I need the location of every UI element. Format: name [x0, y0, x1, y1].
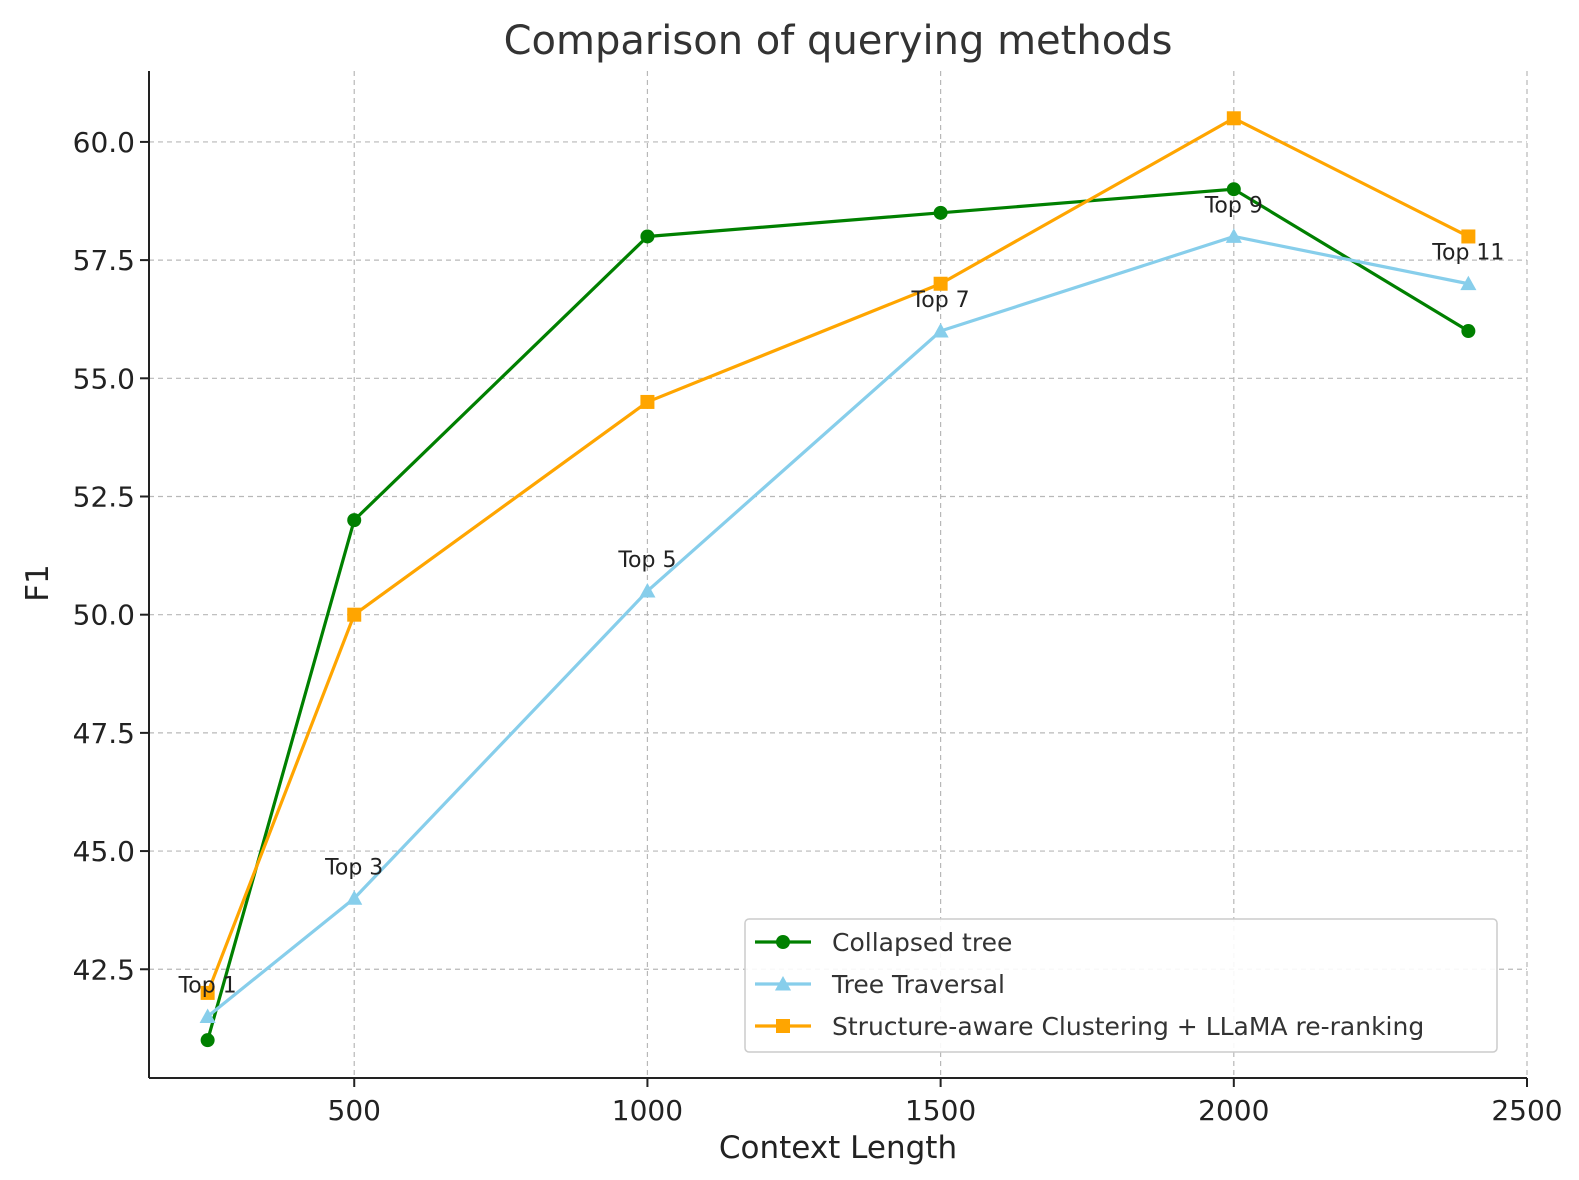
- y-tick-label: 60.0: [73, 126, 135, 159]
- y-tick-label: 42.5: [73, 953, 135, 986]
- x-axis-label: Context Length: [719, 1130, 957, 1166]
- data-point-series-1: [640, 229, 655, 244]
- data-point-series-2: [346, 890, 363, 905]
- x-tick-label: 1500: [905, 1094, 976, 1127]
- y-tick-label: 57.5: [73, 244, 135, 277]
- data-point-series-2: [1460, 275, 1477, 291]
- data-point-series-3: [347, 607, 362, 622]
- legend-marker-3: [776, 1019, 790, 1033]
- y-tick-label: 52.5: [73, 480, 135, 513]
- point-annotation: Top 9: [1204, 193, 1263, 218]
- x-tick-label: 1000: [612, 1094, 683, 1127]
- data-point-series-1: [200, 1033, 215, 1048]
- y-tick-label: 50.0: [73, 599, 135, 632]
- data-point-series-3: [933, 276, 948, 291]
- data-point-series-2: [639, 582, 656, 598]
- marker-layer: [199, 111, 1477, 1048]
- legend: Collapsed tree Tree Traversal Structure-aw…: [744, 918, 1498, 1053]
- annotation-layer: Top 1 Top 3 Top 5 Top 7 Top 9 Top 11: [178, 193, 1505, 998]
- y-tick-label: 55.0: [73, 362, 135, 395]
- point-annotation: Top 3: [324, 855, 383, 880]
- x-tick-label: 2500: [1491, 1094, 1562, 1127]
- point-annotation: Top 11: [1431, 241, 1504, 266]
- data-point-series-2: [932, 322, 949, 338]
- data-point-series-3: [1461, 229, 1476, 244]
- y-tick-label: 45.0: [73, 835, 135, 868]
- data-point-series-3: [1226, 111, 1241, 126]
- y-tick-label: 47.5: [73, 717, 135, 750]
- x-tick-label: 500: [328, 1094, 381, 1127]
- data-point-series-3: [640, 394, 655, 409]
- point-annotation: Top 5: [617, 548, 676, 573]
- data-point-series-1: [1461, 324, 1476, 339]
- legend-marker-2: [774, 975, 792, 991]
- x-tick-label: 2000: [1198, 1094, 1269, 1127]
- data-point-series-1: [1226, 182, 1241, 197]
- data-point-series-2: [1225, 228, 1242, 243]
- series-line-1: [206, 187, 1470, 1041]
- series-line-2: [206, 234, 1469, 1018]
- data-point-series-2: [199, 1008, 216, 1023]
- data-point-series-3: [200, 985, 215, 1000]
- data-point-series-1: [933, 205, 948, 220]
- legend-label-2: Tree Traversal: [831, 970, 1005, 999]
- legend-box: [744, 918, 1498, 1053]
- legend-label-3: Structure-aware Clustering + LLaMA re-ra…: [832, 1012, 1424, 1041]
- series-layer: [206, 116, 1470, 1041]
- point-annotation: Top 7: [911, 288, 970, 313]
- legend-marker-1: [776, 935, 790, 949]
- tick-layer: 500 1000 1500 2000 2500 42.5 45.0 47.5 50.0 52.5 5…: [73, 126, 1563, 1127]
- series-line-3: [206, 116, 1470, 994]
- chart-title: Comparison of querying methods: [504, 18, 1173, 64]
- axes-layer: [148, 71, 1527, 1079]
- point-annotation: Top 1: [178, 974, 237, 999]
- data-point-series-1: [347, 513, 362, 528]
- y-axis-label: F1: [20, 564, 56, 602]
- legend-label-1: Collapsed tree: [832, 928, 1012, 957]
